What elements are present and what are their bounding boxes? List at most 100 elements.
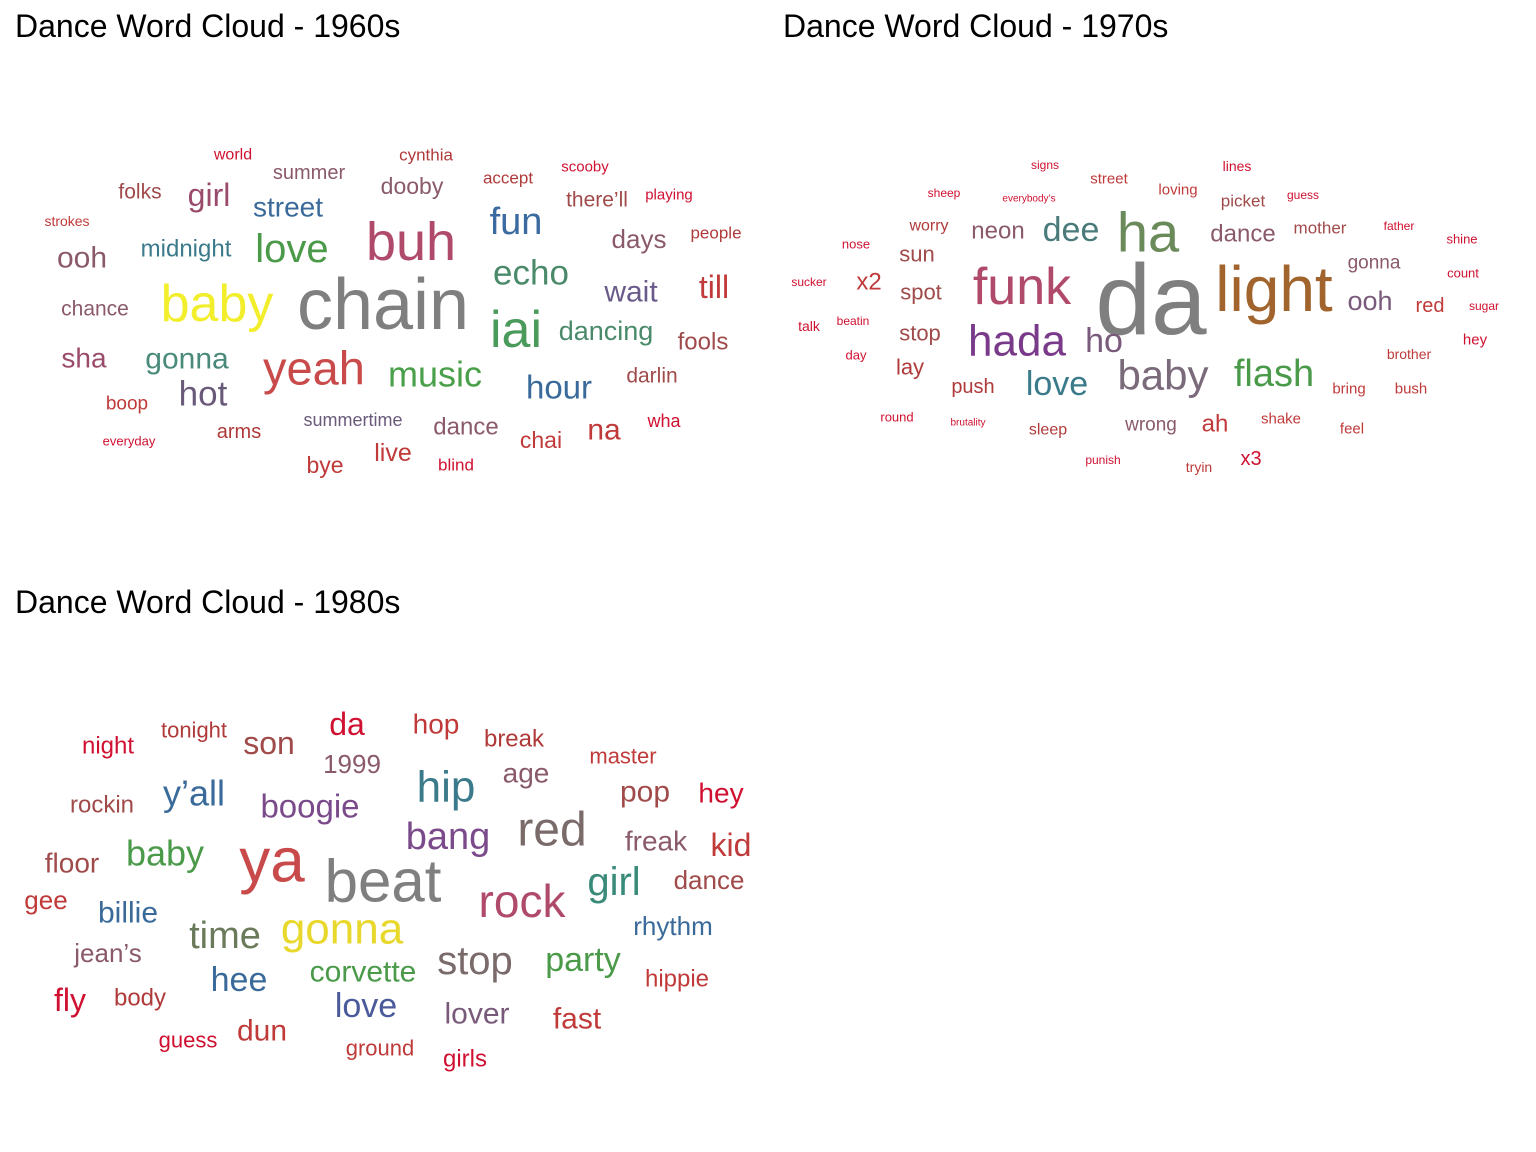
word-scooby: scooby [561, 159, 609, 176]
word-gonna: gonna [1348, 253, 1401, 274]
word-hour: hour [526, 369, 592, 406]
word-echo: echo [493, 254, 569, 293]
word-feel: feel [1340, 421, 1364, 438]
word-sun: sun [899, 242, 934, 267]
word-dancing: dancing [559, 316, 654, 346]
word-street: street [253, 192, 323, 223]
word-rockin: rockin [70, 792, 134, 819]
word-dooby: dooby [381, 173, 444, 199]
word-darlin: darlin [626, 365, 677, 388]
word-night: night [82, 733, 134, 760]
word-boogie: boogie [260, 788, 359, 825]
empty-panel [768, 576, 1536, 1152]
word-fast: fast [553, 1003, 602, 1036]
word-dance: dance [1210, 221, 1275, 248]
word-buh: buh [366, 212, 456, 272]
word-shine: shine [1446, 232, 1477, 247]
word-guess: guess [1287, 188, 1319, 202]
word-body: body [114, 985, 166, 1012]
word-talk: talk [798, 318, 821, 334]
word-brother: brother [1387, 346, 1432, 362]
word-dee: dee [1043, 211, 1100, 249]
chart-title-1980s: Dance Word Cloud - 1980s [15, 584, 401, 620]
word-fly: fly [54, 982, 86, 1018]
word-stop: stop [899, 321, 941, 346]
word-lines: lines [1223, 158, 1252, 174]
word-day: day [846, 348, 867, 363]
word-hey: hey [698, 778, 743, 809]
word-round: round [880, 410, 913, 425]
word-time: time [189, 915, 261, 957]
word-love: love [255, 227, 328, 271]
word-lover: lover [444, 998, 509, 1031]
word-x2: x2 [856, 269, 881, 296]
word-punish: punish [1085, 453, 1120, 467]
word-funk: funk [973, 258, 1072, 316]
word-count: count [1447, 266, 1479, 281]
word-playing: playing [645, 187, 693, 204]
word-lay: lay [896, 355, 924, 380]
word-na: na [587, 414, 621, 447]
chart-title-1960s: Dance Word Cloud - 1960s [15, 8, 401, 44]
word-wha: wha [646, 411, 681, 431]
word-wait: wait [603, 276, 658, 309]
word-gonna: gonna [145, 343, 229, 376]
word-chai: chai [520, 427, 562, 453]
chart-title-1970s: Dance Word Cloud - 1970s [783, 8, 1169, 44]
word-sheep: sheep [928, 186, 961, 200]
word-hop: hop [413, 709, 460, 740]
word-ooh: ooh [1347, 286, 1392, 316]
word-hippie: hippie [645, 966, 709, 993]
word-break: break [484, 726, 545, 753]
word-ho: ho [1085, 322, 1123, 360]
word-hey: hey [1463, 332, 1488, 349]
word-ah: ah [1202, 411, 1229, 438]
word-dance: dance [433, 414, 498, 441]
word-love: love [1026, 365, 1088, 403]
word-everyday: everyday [103, 434, 156, 449]
word-blind: blind [438, 456, 474, 475]
word-red: red [517, 804, 586, 857]
word-hada: hada [968, 317, 1066, 366]
word-street: street [1090, 171, 1128, 188]
word-mother: mother [1294, 219, 1347, 238]
word-y-all: y’all [163, 773, 225, 814]
word-stop: stop [437, 939, 513, 983]
word-ooh: ooh [57, 242, 107, 275]
word-people: people [690, 224, 741, 243]
word-brutality: brutality [950, 418, 985, 429]
word-ha: ha [1117, 201, 1180, 264]
word-girls: girls [443, 1046, 487, 1073]
word-tryin: tryin [1186, 459, 1212, 475]
word-1999: 1999 [323, 749, 381, 779]
word-ground: ground [346, 1036, 415, 1061]
word-age: age [503, 758, 550, 789]
word-worry: worry [908, 218, 948, 235]
word-nose: nose [842, 237, 870, 252]
word-love: love [335, 987, 397, 1025]
word-accept: accept [483, 169, 533, 188]
word-sleep: sleep [1029, 422, 1067, 439]
word-picket: picket [1221, 192, 1266, 211]
word-hot: hot [179, 375, 228, 414]
word-son: son [243, 725, 295, 761]
word-everybody-s: everybody’s [1002, 194, 1055, 205]
word-fools: fools [678, 329, 729, 356]
wordcloud-panel-1980s: Dance Word Cloud - 1980s beat ya red rock go… [0, 576, 768, 1152]
word-beatin: beatin [837, 314, 870, 328]
word-x3: x3 [1240, 448, 1261, 470]
word-hip: hip [417, 763, 476, 812]
word-there-ll: there’ll [566, 189, 628, 212]
word-signs: signs [1031, 158, 1059, 172]
word-party: party [545, 941, 621, 979]
word-rock: rock [479, 875, 567, 927]
word-hee: hee [211, 961, 268, 999]
word-days: days [612, 224, 667, 254]
wordcloud-panel-1970s: Dance Word Cloud - 1970s da light ha funk ha… [768, 0, 1536, 576]
word-iai: iai [490, 301, 542, 359]
word-girl: girl [587, 860, 640, 904]
word-bring: bring [1332, 381, 1365, 398]
